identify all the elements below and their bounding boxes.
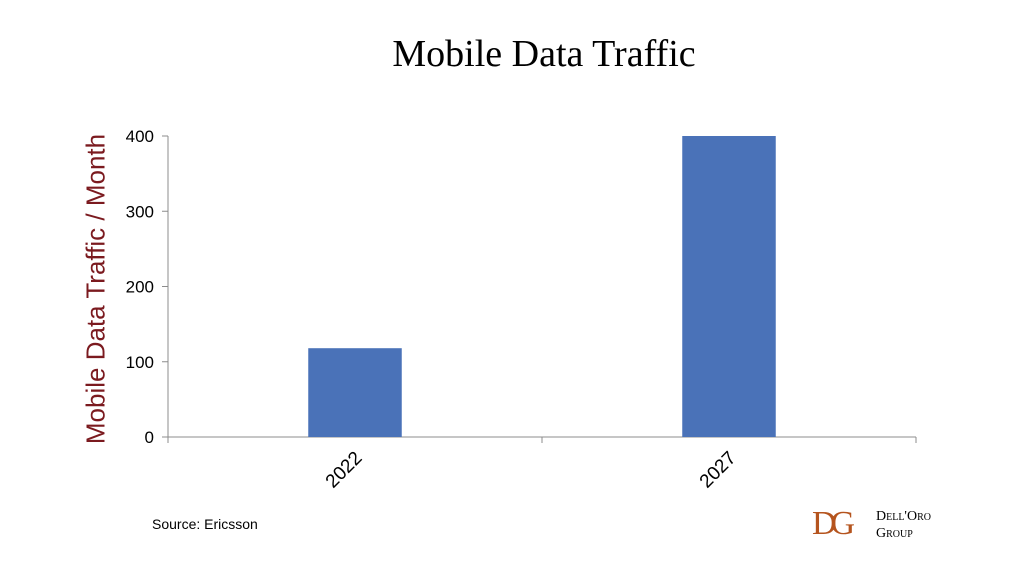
y-tick-label: 100 [126,353,154,372]
logo-line-1: Dell'Oro [876,509,931,524]
y-tick-label: 200 [126,278,154,297]
chart-title: Mobile Data Traffic [392,33,696,75]
logo-mark: DG [812,505,855,542]
logo-line-2: Group [876,526,913,541]
bar-2022 [308,348,402,437]
y-tick-label: 0 [145,428,154,447]
dell-oro-group-logo: DG Dell'Oro Group [812,504,952,548]
y-tick-label: 300 [126,202,154,221]
y-tick-label: 400 [126,127,154,146]
x-tick-label: 2027 [696,448,741,493]
bar-2027 [682,136,776,437]
x-tick-label: 2022 [322,448,367,493]
source-note: Source: Ericsson [152,516,258,532]
logo-text: Dell'Oro Group [876,508,931,542]
